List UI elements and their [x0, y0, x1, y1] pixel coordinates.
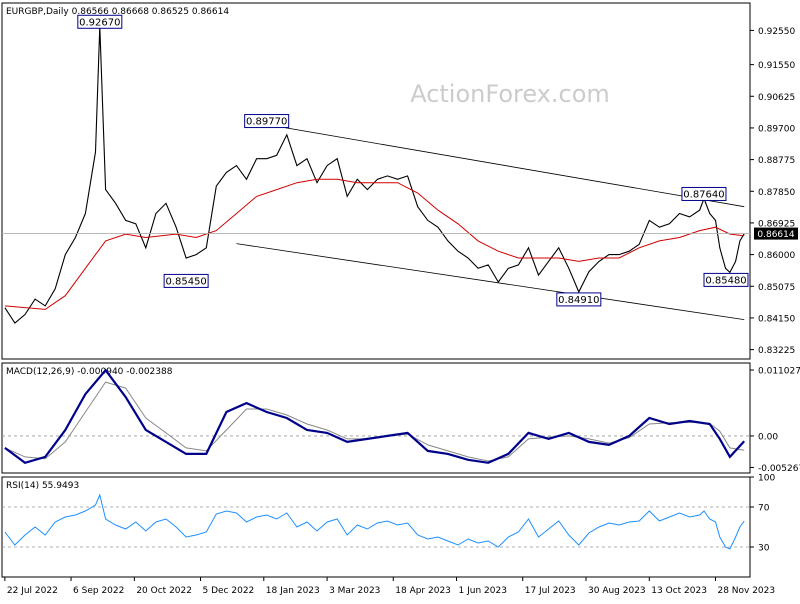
price-label-box: [77, 14, 123, 29]
price-y-tick: 0.84150: [758, 314, 795, 324]
rsi-header: RSI(14) 55.9493: [6, 481, 79, 491]
price-y-tick: 0.91550: [758, 61, 795, 71]
price-y-tick: 0.89700: [758, 124, 795, 134]
rsi-y-tick: 30: [758, 544, 770, 554]
price-y-tick: 0.88775: [758, 156, 795, 166]
macd-y-tick: 0.011027: [758, 367, 800, 377]
rsi-y-tick: 70: [758, 504, 770, 514]
price-layer: 0.92670 0.89770 0.85450 0.84910 0.87640 0.854…: [2, 14, 750, 324]
price-label-text: 0.85480: [705, 275, 746, 286]
channel-lower-line: [236, 243, 745, 321]
macd-layer: [2, 368, 750, 465]
x-tick-label: 3 Mar 2023: [329, 586, 380, 596]
current-price-text: 0.86614: [757, 230, 794, 240]
price-label-box: [556, 292, 602, 307]
price-label-text: 0.84910: [558, 295, 599, 306]
rsi-layer: [2, 493, 750, 550]
x-tick-label: 30 Aug 2023: [588, 586, 646, 596]
price-y-tick: 0.92550: [758, 27, 795, 37]
x-tick-label: 18 Jan 2023: [266, 586, 320, 596]
watermark: ActionForex.com: [410, 80, 610, 108]
x-tick-label: 28 Nov 2023: [717, 586, 775, 596]
macd-y-tick: 0.00: [758, 432, 778, 442]
price-y-tick: 0.86925: [758, 219, 795, 229]
price-label: 0.85480: [703, 272, 749, 287]
price-label: 0.85450: [163, 273, 209, 288]
macd-line: [4, 368, 746, 465]
price-panel-frame: [1, 2, 751, 360]
rsi-panel-frame: [1, 476, 751, 578]
price-label: 0.84910: [556, 292, 602, 307]
current-price-badge: [754, 227, 798, 240]
price-label: 0.89770: [244, 114, 290, 129]
rsi-y-tick: 100: [758, 474, 775, 484]
price-line: [4, 26, 745, 324]
axes-layer: 0.92550 0.91550 0.90625 0.89700 0.88775 0.878…: [4, 27, 800, 596]
price-label: 0.92670: [77, 14, 123, 29]
price-label: 0.87640: [681, 186, 727, 201]
price-label-text: 0.87640: [683, 189, 724, 200]
price-label-box: [703, 272, 749, 287]
channel-upper-line: [266, 124, 745, 208]
price-label-text: 0.92670: [79, 17, 120, 28]
x-tick-label: 13 Oct 2023: [651, 586, 707, 596]
symbol-header: EURGBP,Daily 0.86566 0.86668 0.86525 0.8…: [6, 7, 229, 17]
price-label-box: [681, 186, 727, 201]
rsi-line: [4, 493, 745, 550]
macd-panel-frame: [1, 362, 751, 474]
macd-header: MACD(12,26,9) -0.000940 -0.002388: [6, 367, 173, 377]
x-tick-label: 18 Apr 2023: [395, 586, 451, 596]
price-label-box: [244, 114, 290, 129]
x-tick-label: 1 Jun 2023: [459, 586, 507, 596]
x-tick-label: 17 Jul 2023: [525, 586, 576, 596]
price-y-tick: 0.87850: [758, 188, 795, 198]
price-label-box: [163, 273, 209, 288]
price-y-tick: 0.85075: [758, 283, 795, 293]
x-tick-label: 5 Dec 2022: [203, 586, 255, 596]
price-label-text: 0.85450: [165, 276, 206, 287]
x-tick-label: 22 Jul 2022: [7, 586, 58, 596]
x-tick-label: 6 Sep 2022: [73, 586, 124, 596]
macd-y-tick: -0.005267: [758, 464, 800, 474]
price-y-tick: 0.86000: [758, 251, 795, 261]
x-tick-label: 20 Oct 2022: [136, 586, 192, 596]
price-y-tick: 0.90625: [758, 93, 795, 103]
ema-line: [4, 178, 745, 310]
price-label-text: 0.89770: [246, 117, 287, 128]
price-y-tick: 0.83225: [758, 346, 795, 356]
